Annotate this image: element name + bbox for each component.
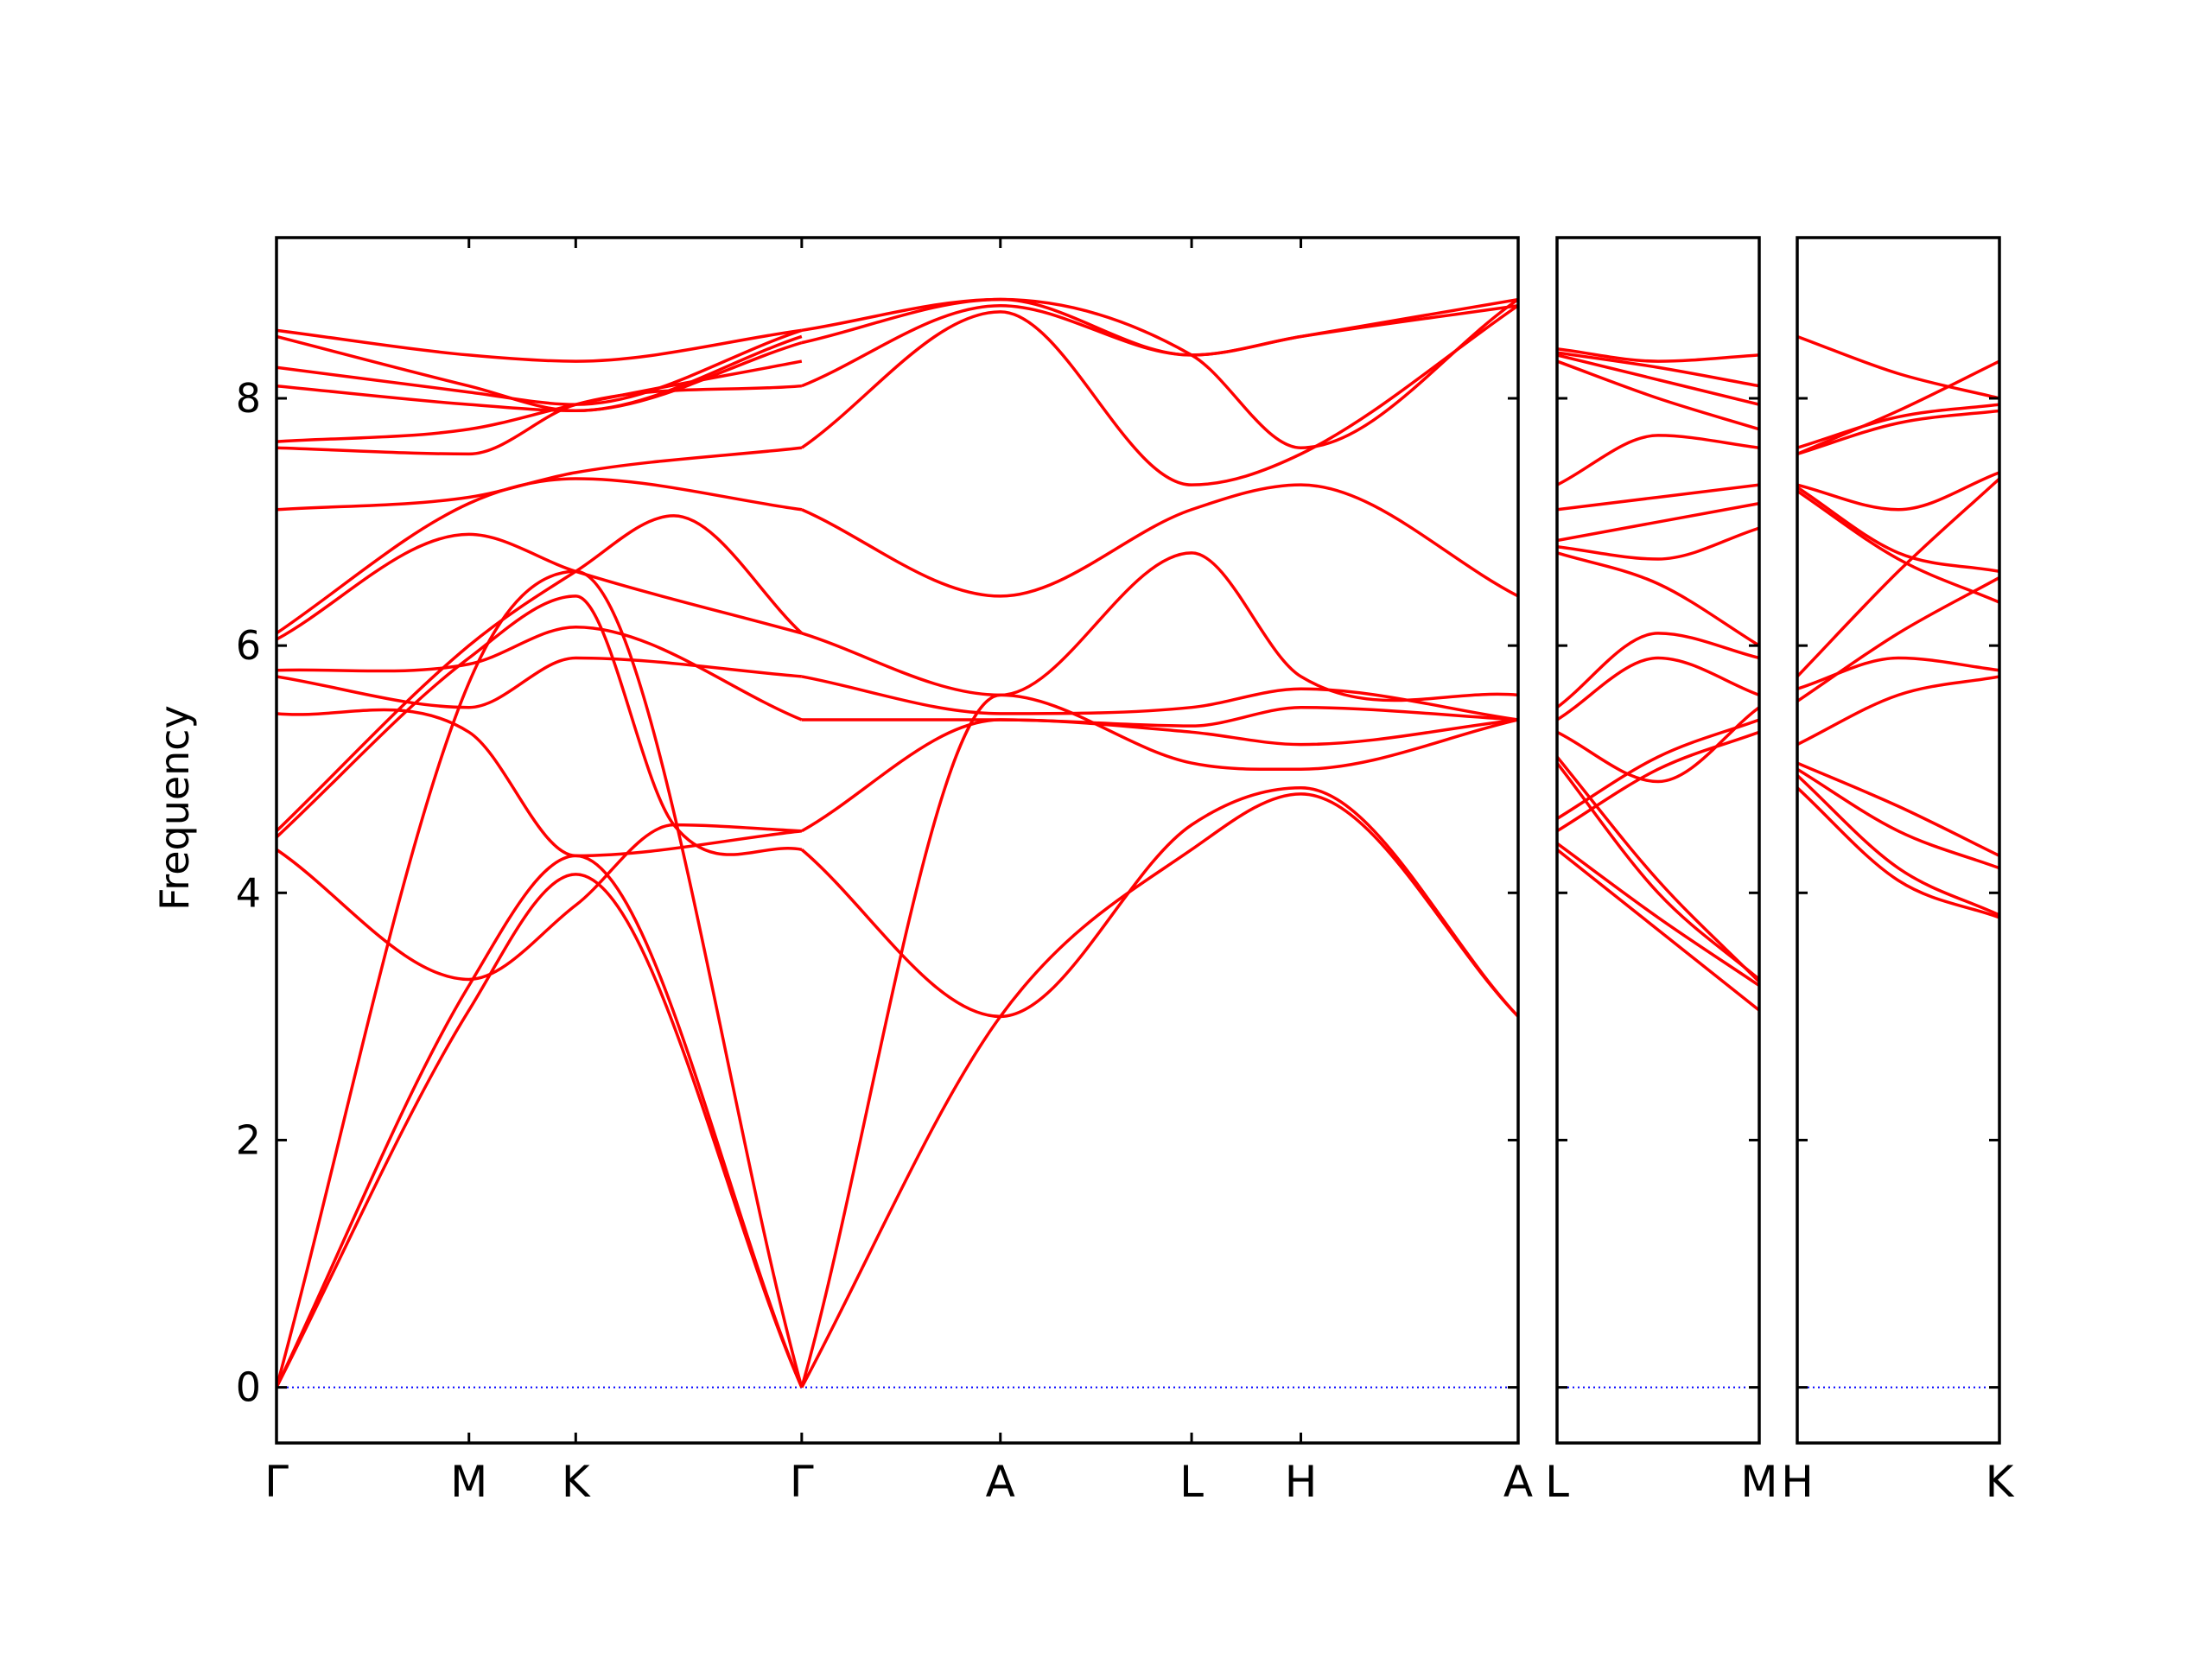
- band-curves: [276, 297, 1518, 1389]
- band-line-1: [276, 873, 804, 1389]
- x-tick-label: A: [1503, 1457, 1533, 1507]
- x-tick-label: A: [986, 1457, 1015, 1507]
- x-tick-label: M: [1740, 1457, 1777, 1507]
- band-line-4: [1557, 755, 1759, 983]
- x-tick-label: L: [1545, 1457, 1569, 1507]
- band-line-13: [276, 625, 803, 721]
- band-curves: [1797, 334, 1999, 919]
- band-line-13: [1797, 403, 1999, 449]
- band-line-17: [1557, 351, 1759, 388]
- band-line-3: [1557, 762, 1759, 981]
- band-line-26: [276, 328, 803, 406]
- band-line-1: [1797, 786, 1999, 919]
- band-line-7: [1557, 706, 1759, 784]
- panel-frame: [275, 236, 1520, 1445]
- y-tick-label: 6: [236, 622, 261, 669]
- band-line-6: [276, 823, 802, 982]
- band-line-3: [1797, 767, 1999, 870]
- band-line-19: [801, 483, 1518, 598]
- y-tick-label: 4: [236, 869, 261, 916]
- band-line-16: [1557, 353, 1759, 406]
- band-line-16: [276, 532, 803, 641]
- band-line-11: [1557, 526, 1759, 561]
- band-line-30: [276, 328, 803, 363]
- band-line-10: [1797, 486, 1999, 574]
- panel-frame: [1555, 236, 1761, 1445]
- x-tick-label: Γ: [264, 1457, 289, 1507]
- band-line-4: [800, 792, 1518, 1389]
- band-line-14: [801, 705, 1518, 728]
- band-line-25: [276, 340, 803, 413]
- x-tick-label: H: [1781, 1457, 1814, 1507]
- band-line-6: [1557, 718, 1759, 820]
- band-line-14: [1797, 334, 1999, 400]
- band-line-10: [800, 718, 1518, 833]
- band-line-9: [1557, 632, 1759, 709]
- y-tick-label: 0: [236, 1364, 261, 1411]
- band-line-2: [1557, 842, 1759, 988]
- band-line-20: [276, 446, 803, 512]
- y-tick-label: 2: [236, 1116, 261, 1163]
- band-line-14: [1557, 434, 1759, 486]
- band-line-4: [1797, 761, 1999, 857]
- band-line-9: [1797, 489, 1999, 604]
- y-tick-label: 8: [236, 375, 261, 422]
- band-line-12: [1557, 501, 1759, 543]
- band-line-12: [1797, 409, 1999, 456]
- panel-frame: [1796, 236, 2001, 1445]
- band-line-10: [1557, 551, 1759, 647]
- x-tick-label: M: [450, 1457, 487, 1507]
- band-line-15: [801, 675, 1518, 721]
- band-line-18: [801, 551, 1518, 702]
- x-tick-label: L: [1179, 1457, 1204, 1507]
- band-line-27: [276, 334, 803, 413]
- band-panel-1: 0 2 4 6 8 Γ M K Γ A L H A: [236, 236, 1533, 1507]
- band-line-1: [1557, 848, 1759, 1012]
- band-line-9: [800, 785, 1518, 1019]
- band-line-29: [801, 297, 1518, 357]
- band-line-8: [276, 514, 804, 833]
- band-line-15: [1557, 359, 1759, 431]
- band-line-5: [800, 693, 1518, 1389]
- x-tick-label: K: [1986, 1457, 2015, 1507]
- band-line-5: [1797, 675, 1999, 747]
- band-line-8: [1557, 656, 1759, 721]
- x-tick-label: H: [1285, 1457, 1318, 1507]
- band-line-21: [276, 384, 802, 456]
- band-line-2: [276, 854, 804, 1389]
- band-line-8: [1797, 477, 1999, 678]
- band-curves: [1557, 347, 1759, 1012]
- band-line-11: [276, 708, 803, 858]
- band-line-13: [1557, 483, 1759, 512]
- band-line-11: [1797, 471, 1999, 512]
- band-line-15: [1797, 359, 1999, 455]
- band-line-7: [276, 594, 803, 856]
- band-line-23: [800, 304, 1518, 486]
- band-line-18: [1557, 347, 1759, 363]
- band-line-7: [1797, 656, 1999, 690]
- band-line-2: [1797, 774, 1999, 917]
- y-axis-label: Frequency: [151, 705, 198, 911]
- band-line-3: [276, 569, 804, 1389]
- band-line-5: [1557, 730, 1759, 833]
- x-tick-label: Γ: [790, 1457, 814, 1507]
- x-tick-label: K: [562, 1457, 591, 1507]
- band-line-6: [1797, 575, 1999, 702]
